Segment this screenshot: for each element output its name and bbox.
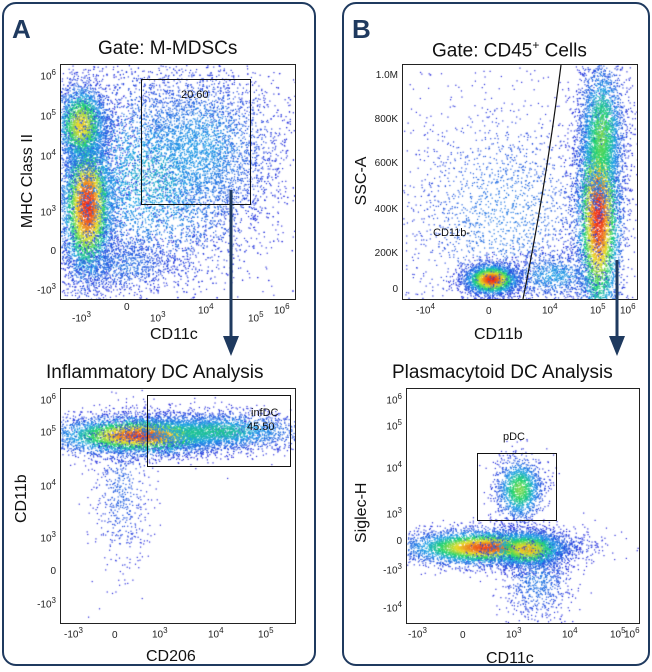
panel-letter: A	[12, 14, 31, 44]
tick-label: 0	[124, 302, 130, 313]
tick-label: 106	[40, 68, 56, 83]
tick-label: 0	[50, 566, 56, 577]
tick-label: 0	[50, 246, 56, 257]
tick-label: 104	[208, 626, 224, 641]
gate-name: pDC	[503, 431, 526, 443]
density-dots	[407, 389, 639, 623]
x-axis-label: CD11b	[474, 326, 523, 343]
scatter-plot-siglech-vs-cd11c: pDC	[406, 388, 640, 624]
tick-label: -103	[408, 626, 427, 641]
tick-label: 0	[392, 284, 398, 295]
tick-label: 103	[386, 506, 402, 521]
tick-label: -103	[72, 310, 91, 325]
tick-label: 104	[40, 478, 56, 493]
tick-label: 105	[386, 418, 402, 433]
gate-title: Gate: M-MDSCs	[98, 38, 238, 59]
tick-label: 104	[542, 302, 558, 317]
analysis-title: Plasmacytoid DC Analysis	[392, 362, 613, 383]
gate-line	[522, 65, 562, 299]
tick-label: 106	[620, 302, 636, 317]
tick-label: 0	[396, 536, 402, 547]
tick-label: 0	[460, 630, 466, 641]
tick-label: 105	[40, 108, 56, 123]
tick-label: 103	[506, 626, 522, 641]
tick-label: 1.0M	[375, 70, 398, 81]
scatter-plot-cd11b-vs-cd206: infDC 45.50	[60, 388, 296, 624]
tick-label: -103	[383, 562, 402, 577]
y-axis-label: SSC-A	[353, 156, 370, 206]
tick-label: 0	[486, 306, 492, 317]
tick-label: 106	[40, 392, 56, 407]
down-arrow-icon	[609, 260, 625, 356]
y-axis-label: Siglec-H	[353, 482, 370, 543]
scatter-plot-ssc-vs-cd11b: CD11b-	[402, 64, 638, 300]
gate-box	[147, 395, 291, 467]
down-arrow-icon	[223, 190, 239, 356]
tick-label: 104	[386, 460, 402, 475]
gate-title-main: Gate: CD45	[432, 40, 533, 62]
tick-label: 103	[40, 204, 56, 219]
tick-label: 103	[150, 310, 166, 325]
tick-label: 104	[40, 148, 56, 163]
tick-label: 800K	[374, 114, 398, 125]
gate-percent: 45.50	[247, 421, 275, 433]
tick-label: 400K	[374, 204, 398, 215]
gate-name: CD11b-	[433, 227, 471, 239]
tick-label: -104	[383, 600, 402, 615]
scatter-plot-mhc-vs-cd11c: 20.60	[60, 64, 296, 300]
panel-letter: B	[352, 14, 371, 44]
analysis-title: Inflammatory DC Analysis	[46, 362, 264, 383]
x-axis-label: CD11c	[150, 326, 198, 343]
tick-label: 106	[624, 626, 640, 641]
gate-name: infDC	[251, 407, 279, 419]
gate-percent: 20.60	[181, 89, 209, 101]
tick-label: -103	[37, 282, 56, 297]
y-axis-label: CD11b	[13, 474, 30, 523]
tick-label: 103	[152, 626, 168, 641]
tick-label: 105	[40, 424, 56, 439]
tick-label: 105	[590, 302, 606, 317]
tick-label: 106	[386, 392, 402, 407]
panel-a: A Gate: M-MDSCs MHC Class II 106 105 104 10…	[2, 2, 316, 666]
gate-box	[141, 79, 251, 205]
y-axis-label: MHC Class II	[19, 133, 36, 229]
tick-label: -103	[37, 596, 56, 611]
tick-label: -103	[64, 626, 83, 641]
tick-label: -104	[416, 302, 435, 317]
tick-label: 106	[274, 302, 290, 317]
tick-label: 105	[248, 310, 264, 325]
density-dots	[403, 65, 637, 299]
tick-label: 200K	[374, 248, 398, 259]
x-axis-label: CD206	[146, 648, 196, 665]
density-dots	[61, 389, 295, 623]
panel-b: B Gate: CD45+ Cells SSC-A 1.0M 800K 600K 40…	[342, 2, 650, 667]
gate-title-sup: +	[532, 38, 540, 52]
tick-label: 104	[562, 626, 578, 641]
density-dots	[61, 65, 295, 299]
gate-title-rest: Cells	[539, 40, 587, 62]
tick-label: 104	[198, 302, 214, 317]
tick-label: 600K	[374, 158, 398, 169]
tick-label: 105	[610, 626, 626, 641]
gate-box	[477, 453, 557, 521]
tick-label: 103	[40, 530, 56, 545]
x-axis-label: CD11c	[486, 650, 534, 667]
gate-title: Gate: CD45+ Cells	[432, 38, 587, 62]
tick-label: 105	[258, 626, 274, 641]
tick-label: 0	[112, 630, 118, 641]
